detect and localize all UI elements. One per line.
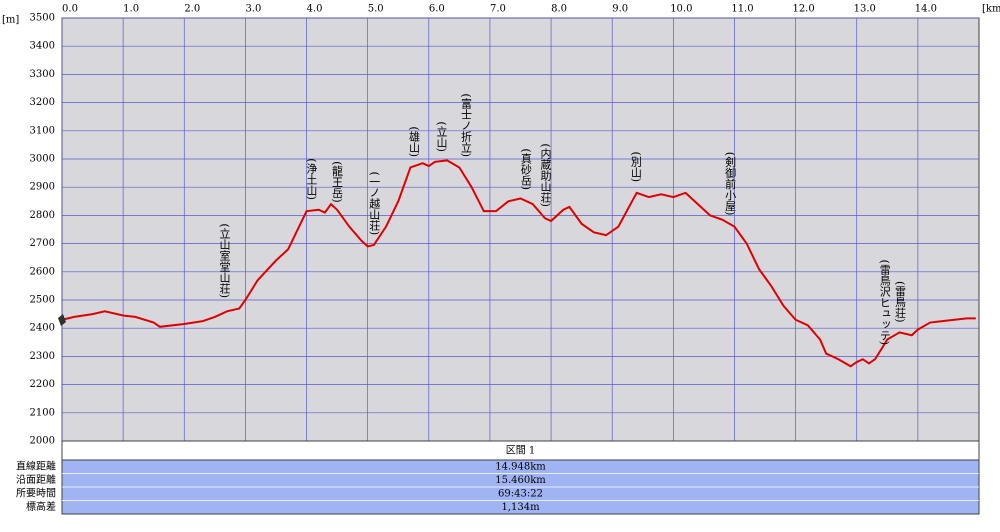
annotation: (内蔵助山荘): [539, 143, 552, 207]
x-tick-label: 1.0: [123, 4, 139, 15]
x-tick-label: 8.0: [551, 4, 567, 15]
row-label: 沿面距離: [16, 473, 56, 486]
start-marker: [58, 314, 66, 326]
y-tick-label: 2800: [30, 210, 55, 221]
x-tick-label: 3.0: [245, 4, 261, 15]
x-tick-label: 11.0: [731, 4, 753, 15]
annotation: (浄土山): [305, 158, 318, 200]
row-value: 15.460km: [495, 475, 546, 486]
x-tick-label: 7.0: [490, 4, 506, 15]
y-tick-label: 3100: [30, 125, 55, 136]
y-tick-label: 3000: [30, 154, 55, 165]
y-tick-label: 2200: [30, 379, 55, 390]
x-tick-label: 12.0: [792, 4, 814, 15]
annotation: (富士ノ折立): [459, 93, 472, 157]
y-tick-label: 2500: [30, 295, 55, 306]
annotation: (龍王岳): [330, 161, 343, 203]
y-tick-label: 2400: [30, 323, 55, 334]
y-tick-label: 2100: [30, 407, 55, 418]
x-tick-label: 10.0: [670, 4, 692, 15]
x-tick-label: 14.0: [915, 4, 937, 15]
elevation-line: [61, 159, 976, 368]
x-unit: [km]: [982, 4, 1000, 15]
x-tick-label: 2.0: [184, 4, 200, 15]
annotation: (雷鳥荘): [894, 281, 907, 323]
y-tick-label: 3300: [30, 69, 55, 80]
y-tick-label: 2300: [30, 351, 55, 362]
start-icon: [58, 314, 66, 326]
y-unit: [m]: [2, 15, 19, 26]
y-tick-label: 2600: [30, 266, 55, 277]
x-tick-label: 4.0: [307, 4, 323, 15]
y-tick-label: 2000: [30, 436, 55, 447]
x-tick-label: 0.0: [62, 4, 78, 15]
y-tick-label: 3200: [30, 97, 55, 108]
row-label: 所要時間: [16, 487, 56, 499]
x-tick-label: 5.0: [368, 4, 384, 15]
annotation: (剣御前小屋): [724, 152, 737, 216]
annotation: (立山): [435, 121, 448, 152]
y-tick-label: 2700: [30, 238, 55, 249]
row-value: 69:43:22: [498, 488, 543, 499]
row-value: 1,134m: [501, 502, 540, 513]
y-tick-label: 2900: [30, 182, 55, 193]
annotation: (雷鳥沢ヒュッテ): [878, 260, 891, 346]
y-tick-label: 3500: [30, 13, 55, 24]
annotation: (一ノ越山荘): [368, 172, 381, 236]
annotation: (別山): [629, 152, 642, 183]
row-label: 直線距離: [16, 459, 56, 472]
row-value: 14.948km: [495, 461, 546, 472]
annotation: (立山室堂山荘): [218, 223, 231, 298]
y-tick-label: 3400: [30, 41, 55, 52]
x-tick-label: 9.0: [612, 4, 628, 15]
row-label: 標高差: [26, 500, 56, 513]
x-tick-label: 6.0: [429, 4, 445, 15]
annotation: (雄山): [408, 126, 421, 157]
table-header: 区間 1: [506, 445, 536, 457]
plot-area: [61, 17, 980, 442]
annotation: (真砂岳): [519, 148, 532, 190]
x-tick-label: 13.0: [854, 4, 876, 15]
